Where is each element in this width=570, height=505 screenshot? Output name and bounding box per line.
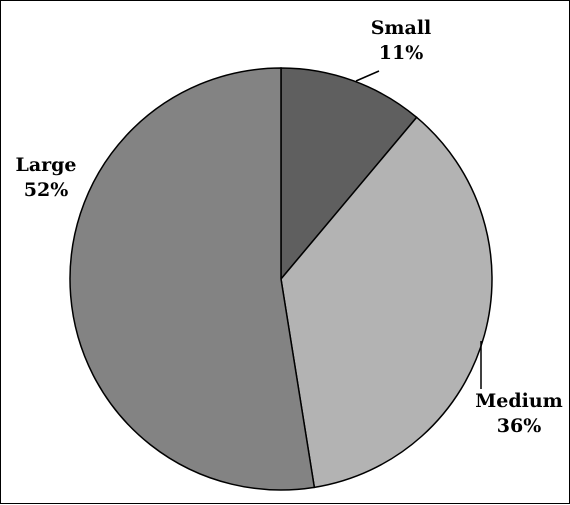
data-label-percent: 52% <box>24 179 69 201</box>
pie-slice-small <box>280 67 418 282</box>
data-label-name: Large <box>15 154 76 176</box>
data-label-medium: Medium 36% <box>475 390 563 437</box>
data-label-small: Small 11% <box>371 17 432 64</box>
leader-line-small <box>355 70 380 82</box>
data-label-name: Medium <box>475 390 563 412</box>
data-label-large: Large 52% <box>15 154 76 201</box>
pie-slice-medium <box>280 116 493 489</box>
data-label-percent: 11% <box>379 42 424 64</box>
data-label-name: Small <box>371 17 432 39</box>
pie-slice-large <box>69 67 316 491</box>
data-label-percent: 36% <box>497 415 542 437</box>
